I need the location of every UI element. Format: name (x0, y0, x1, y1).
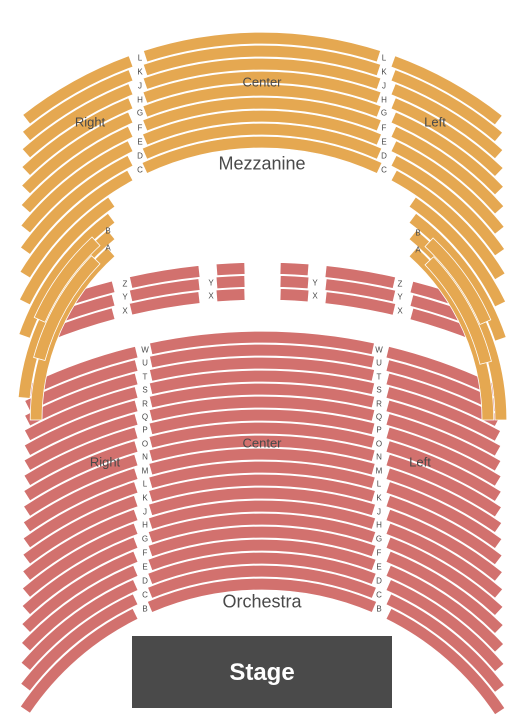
seating-chart: Stage (0, 0, 525, 725)
orchestra-rear-box3-row-X[interactable] (280, 288, 309, 301)
orchestra-rear-box3-row-Y[interactable] (280, 275, 309, 288)
orchestra-rear-box3-row-Z[interactable] (280, 262, 309, 275)
stage-label: Stage (229, 659, 294, 686)
orchestra-rear-box2-row-X[interactable] (216, 288, 245, 301)
orchestra-rear-box2-row-Z[interactable] (216, 262, 245, 275)
orchestra-rear-box2-row-Y[interactable] (216, 275, 245, 288)
